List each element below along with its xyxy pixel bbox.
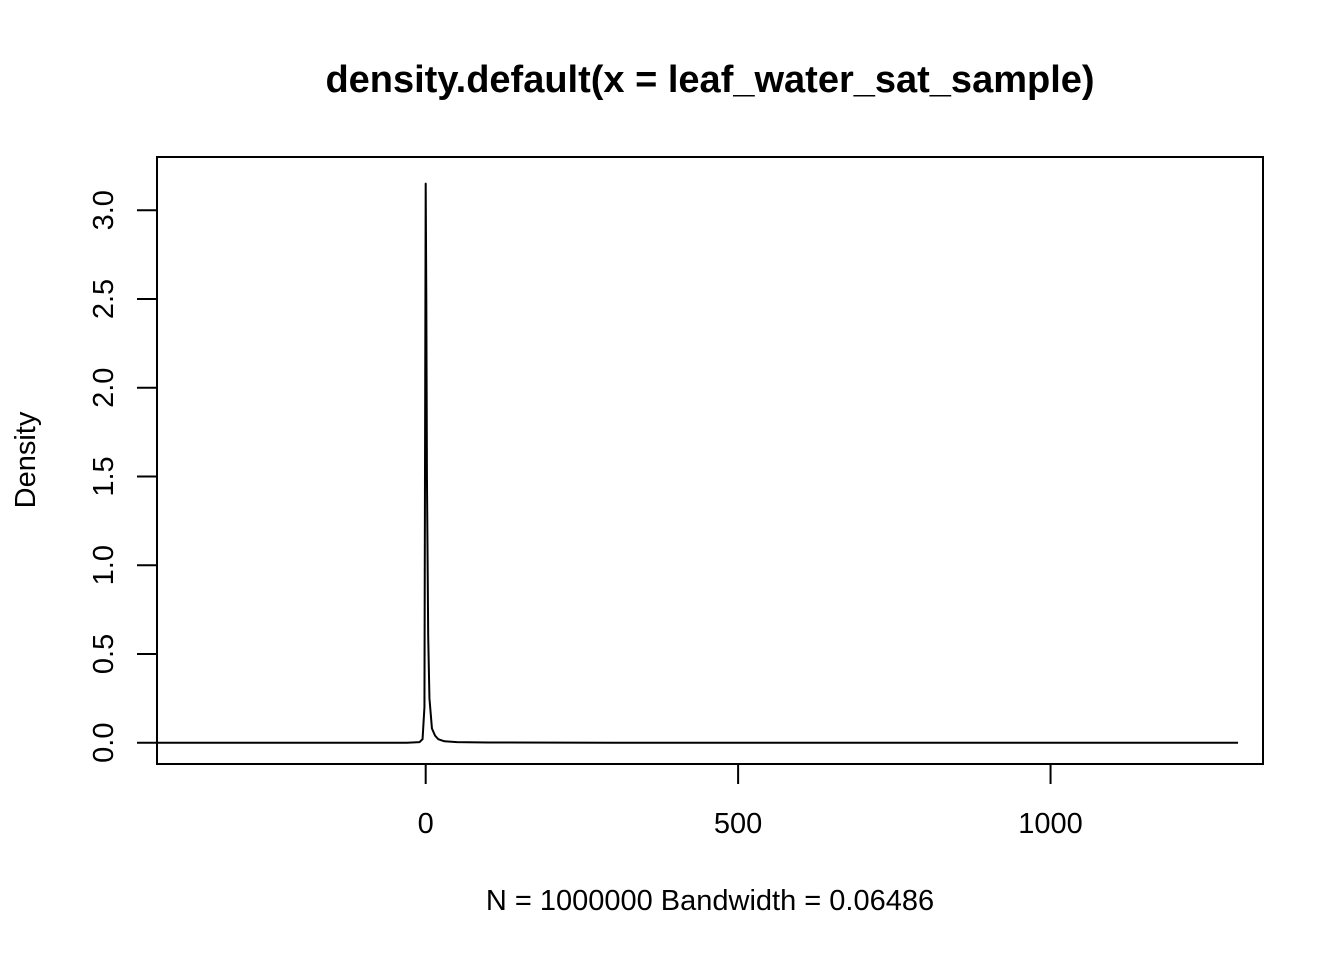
- x-axis-label: N = 1000000 Bandwidth = 0.06486: [486, 885, 934, 917]
- y-tick-label: 0.0: [88, 723, 120, 763]
- y-tick-label: 2.0: [88, 368, 120, 408]
- x-axis: 0 500 1000: [418, 763, 1083, 840]
- x-tick-label: 1000: [1018, 808, 1083, 840]
- y-tick-label: 0.5: [88, 634, 120, 674]
- density-curve: [157, 182, 1239, 744]
- y-tick-label: 1.0: [88, 545, 120, 585]
- chart-title: density.default(x = leaf_water_sat_sampl…: [325, 59, 1094, 101]
- plot-frame: [156, 156, 1264, 765]
- x-tick-label: 500: [714, 808, 762, 840]
- y-tick-label: 3.0: [88, 190, 120, 230]
- y-tick-label: 2.5: [88, 279, 120, 319]
- y-axis-label: Density: [10, 411, 42, 508]
- x-tick-label: 0: [418, 808, 434, 840]
- y-axis: 0.0 0.5 1.0 1.5 2.0 2.5 3.0: [88, 190, 158, 763]
- y-tick-label: 1.5: [88, 456, 120, 496]
